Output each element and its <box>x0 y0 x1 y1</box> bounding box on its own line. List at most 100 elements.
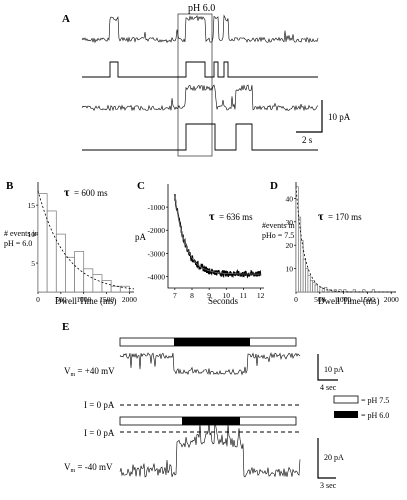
x-tick-label: 8 <box>190 291 194 300</box>
histogram-bar <box>319 286 323 293</box>
histogram-bar <box>92 274 103 293</box>
trace1-voltage-label: Vm = +40 mV <box>64 366 115 378</box>
histogram-bar <box>55 233 66 293</box>
x-tick-label: 10 <box>223 291 231 300</box>
x-tick-label: 1500 <box>99 295 114 304</box>
legend-filled-label: = pH 6.0 <box>361 411 389 420</box>
legend-open-swatch <box>333 395 359 404</box>
zero-label-1: I = 0 pA <box>84 400 115 410</box>
decay-trace <box>174 194 262 279</box>
panel-d-side-text-1: #events in <box>262 221 295 230</box>
panel-c: C τ = 636 ms pA 7 8 9 10 11 12 -1000 -2000 -3000… <box>135 180 265 306</box>
x-tick-label: 2000 <box>384 295 399 304</box>
histogram-bar <box>309 279 314 293</box>
event-idealization-1 <box>82 61 318 78</box>
trace2-voltage-label: Vm = -40 mV <box>64 462 113 474</box>
ph-window-box <box>177 13 213 157</box>
x-tick-label: 500 <box>314 295 326 304</box>
histogram-bar <box>110 285 121 293</box>
panel-c-letter: C <box>137 180 145 192</box>
ph-bar-2 <box>119 416 297 426</box>
panel-b-tau-symbol: τ <box>64 185 70 199</box>
panel-b-xlabel: Dwell Time (ms) <box>55 296 117 306</box>
scale-a-x: 2 s <box>302 135 313 145</box>
current-trace-plus40 <box>119 352 301 376</box>
y-tick-label: 10 <box>286 265 294 274</box>
y-tick-label: 5 <box>31 259 35 268</box>
panel-b-side-text-2: pH = 6.0 <box>4 239 32 248</box>
y-tick-label: -2000 <box>148 226 166 235</box>
y-tick-label: -4000 <box>148 272 166 281</box>
panel-d-xlabel: Dwell Time (ms) <box>318 296 380 306</box>
zero-label-2: I = 0 pA <box>84 428 115 438</box>
panel-b: B τ = 600 ms # events in pH = 6.0 0 500 10… <box>4 180 137 306</box>
histogram-bar <box>302 258 306 293</box>
scale-bar-e2: 20 pA 3 sec <box>317 438 344 490</box>
panel-b-side-text-1: # events in <box>4 229 39 238</box>
panel-c-tau-symbol: τ <box>209 209 215 223</box>
scale-e1-y: 10 pA <box>324 365 344 374</box>
y-tick-label: 10 <box>28 230 36 239</box>
panel-d: D τ = 170 ms #events in pHo = 7.5 0 500 10… <box>262 180 399 306</box>
y-tick-label: -1000 <box>148 203 166 212</box>
panel-d-tau-value: = 170 ms <box>328 212 362 222</box>
histogram-bar <box>307 275 311 293</box>
histogram-bar <box>338 289 342 293</box>
panel-c-plot: 7 8 9 10 11 12 -1000 -2000 -3000 -4000 <box>148 184 265 300</box>
scale-bar-e1: 10 pA 4 sec <box>317 354 344 392</box>
panel-b-letter: B <box>6 180 14 192</box>
event-idealization-2 <box>82 123 318 151</box>
histogram-bar <box>295 186 299 293</box>
x-tick-label: 12 <box>257 291 265 300</box>
panel-e: E Vm = +40 mV 10 pA 4 sec I = 0 pA = pH … <box>62 321 389 490</box>
current-trace-1 <box>81 14 319 44</box>
panel-a-scale-bar: 10 pA 2 s <box>296 100 351 145</box>
histogram-bar <box>46 210 57 293</box>
histogram-bar <box>119 285 130 293</box>
histogram-bar <box>101 280 112 293</box>
panel-e-letter: E <box>62 321 69 333</box>
y-tick-label: -3000 <box>148 249 166 258</box>
panel-c-xlabel: Seconds <box>208 296 238 306</box>
x-tick-label: 9 <box>207 291 211 300</box>
histogram-bar <box>74 251 85 293</box>
x-tick-label: 2000 <box>122 295 137 304</box>
panel-a-letter: A <box>62 13 70 25</box>
y-tick-label: 30 <box>286 218 294 227</box>
decay-fit <box>174 195 261 275</box>
panel-c-tau-value: = 636 ms <box>219 212 253 222</box>
x-tick-label: 1000 <box>76 295 91 304</box>
ph-legend: = pH 7.5 = pH 6.0 <box>333 395 389 420</box>
ph-bar-1 <box>119 337 297 347</box>
histogram-bar <box>305 268 309 293</box>
y-tick-label: 20 <box>286 241 294 250</box>
legend-filled-swatch <box>334 411 358 418</box>
axes <box>295 182 396 293</box>
histogram-bar <box>312 282 316 293</box>
panel-c-ylabel: pA <box>135 232 147 242</box>
y-tick-label: 40 <box>286 194 294 203</box>
histogram-bar <box>343 289 347 293</box>
histogram-bar <box>65 256 75 293</box>
scale-e2-y: 20 pA <box>324 453 344 462</box>
y-tick-label: 15 <box>28 201 36 210</box>
panel-a: A pH 6.0 10 pA 2 s <box>62 3 351 157</box>
histogram-bar <box>83 268 94 293</box>
histogram-bar <box>37 193 48 293</box>
legend-open-label: = pH 7.5 <box>361 396 389 405</box>
panel-a-ph-label: pH 6.0 <box>188 3 215 14</box>
scale-e1-x: 4 sec <box>320 383 337 392</box>
panel-b-plot: 0 500 1000 1500 2000 5 10 15 <box>28 182 137 304</box>
current-trace-minus40 <box>119 420 301 478</box>
current-trace-2 <box>81 84 319 112</box>
x-tick-label: 7 <box>173 291 177 300</box>
panel-d-tau-symbol: τ <box>318 209 324 223</box>
x-tick-label: 1000 <box>336 295 351 304</box>
scale-a-y: 10 pA <box>328 112 351 122</box>
panel-d-plot: 0 500 1000 1500 2000 10 20 30 40 <box>286 182 399 304</box>
panel-b-tau-value: = 600 ms <box>74 188 108 198</box>
exponential-fit <box>37 190 135 290</box>
x-tick-label: 0 <box>294 295 298 304</box>
exponential-fit <box>295 186 396 293</box>
